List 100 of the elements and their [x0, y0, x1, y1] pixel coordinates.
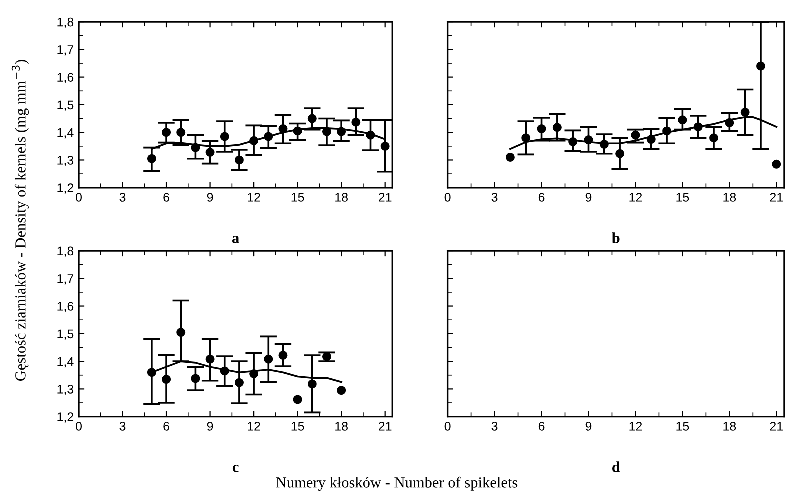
x-tick-label: 18	[724, 422, 736, 431]
x-tick-label: 18	[336, 193, 348, 202]
y-tick-label: 1,5	[58, 100, 74, 112]
x-tick-label: 6	[164, 422, 170, 431]
point	[250, 369, 259, 378]
point	[337, 127, 346, 136]
x-tick-label: 0	[444, 422, 451, 431]
x-tick-label: 0	[444, 193, 451, 202]
x-tick-label: 21	[379, 193, 392, 202]
y-tick-label: 1,2	[58, 184, 74, 194]
point	[250, 136, 259, 146]
y-tick-label: 1,5	[58, 330, 74, 340]
point	[522, 134, 531, 143]
point	[278, 124, 288, 134]
x-tick-label: 21	[770, 193, 783, 202]
point	[616, 149, 625, 158]
y-tick-label: 1,7	[58, 46, 74, 56]
y-tick-label: 1,6	[58, 73, 74, 84]
point	[293, 395, 302, 404]
point	[162, 128, 172, 138]
x-tick-label: 3	[492, 422, 498, 431]
x-tick-label: 6	[538, 422, 545, 431]
x-tick-label: 9	[207, 422, 214, 431]
point	[162, 375, 172, 384]
point	[662, 126, 672, 136]
x-tick-label: 15	[292, 193, 304, 202]
x-tick-label: 6	[164, 193, 170, 202]
x-tick-label: 12	[630, 422, 642, 431]
point	[710, 134, 719, 143]
x-tick-label: 3	[120, 422, 126, 431]
x-tick-label: 0	[76, 422, 82, 431]
x-tick-label: 21	[379, 422, 392, 431]
x-tick-label: 3	[492, 193, 498, 202]
x-tick-label: 18	[336, 422, 348, 431]
point	[191, 374, 200, 384]
x-tick-label: 15	[292, 422, 304, 431]
text: b	[612, 232, 620, 244]
point	[147, 368, 156, 378]
x-tick-label: 3	[120, 193, 126, 202]
x-tick-label: 21	[770, 422, 783, 431]
point	[176, 128, 186, 138]
x-tick-label: 9	[586, 193, 592, 202]
point	[308, 380, 317, 389]
point	[646, 135, 656, 144]
point	[220, 366, 230, 376]
y-tick-label: 1,8	[58, 18, 74, 28]
point	[234, 378, 244, 388]
text: c	[232, 465, 239, 472]
point	[234, 156, 244, 165]
x-tick-label: 12	[630, 193, 642, 202]
y-tick-label: 1,4	[58, 128, 74, 139]
y-tick-label: 1,3	[58, 156, 74, 166]
point	[380, 142, 390, 151]
point	[191, 143, 200, 152]
text: d	[612, 462, 620, 472]
point	[352, 118, 361, 127]
x-tick-label: 9	[586, 422, 592, 431]
point	[308, 114, 317, 124]
point	[366, 130, 376, 140]
point	[506, 152, 515, 162]
y-tick-label: 1,7	[58, 274, 74, 285]
point	[278, 350, 288, 360]
x-tick-label: 9	[207, 193, 214, 202]
point	[568, 137, 578, 146]
point	[584, 136, 594, 145]
y-tick-label: 1,4	[58, 357, 74, 368]
x-axis-title: Numery kłosków - Number of spikelets	[276, 476, 518, 491]
x-tick-label: 15	[676, 193, 690, 202]
point	[220, 132, 230, 142]
point	[337, 386, 346, 396]
x-tick-label: 12	[248, 193, 260, 202]
point	[740, 108, 750, 117]
y-tick-label: 1,3	[58, 384, 74, 396]
y-tick-label: 1,6	[58, 302, 74, 312]
point	[537, 124, 546, 134]
point	[725, 118, 734, 128]
point	[264, 354, 274, 364]
point	[322, 127, 332, 136]
point	[147, 154, 156, 164]
x-tick-label: 12	[248, 422, 260, 431]
point	[631, 130, 640, 140]
point	[678, 116, 688, 125]
point	[206, 354, 215, 364]
x-tick-label: 6	[538, 193, 545, 202]
point	[176, 328, 186, 338]
text: a	[232, 236, 240, 244]
point	[206, 148, 215, 157]
y-axis-title: Gęstość ziarniaków - Density of kernels (mg mm$^{−3}$)	[12, 60, 29, 381]
point	[756, 62, 766, 71]
y-tick-label: 1,2	[58, 412, 74, 423]
point	[600, 140, 609, 149]
point	[264, 132, 274, 142]
point	[694, 122, 703, 132]
y-tick-label: 1,8	[58, 246, 74, 258]
x-tick-label: 15	[676, 422, 690, 431]
point	[293, 126, 302, 136]
point	[552, 123, 562, 132]
point	[772, 160, 782, 169]
x-tick-label: 0	[76, 193, 82, 202]
x-tick-label: 18	[724, 193, 736, 202]
